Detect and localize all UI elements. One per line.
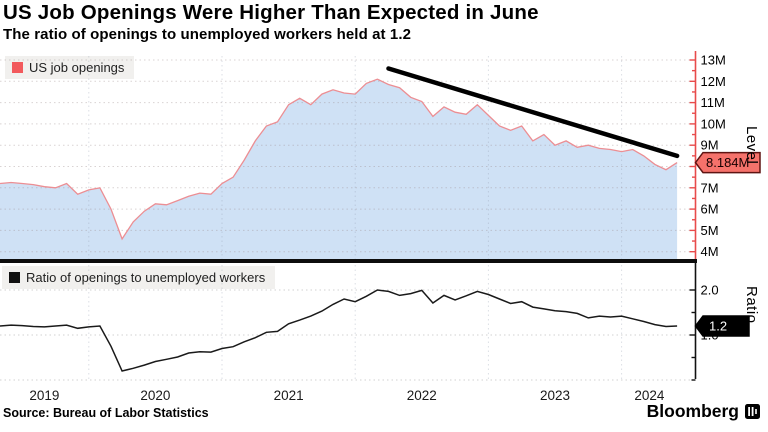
- level-tick-label: 5M: [701, 223, 719, 238]
- x-tick-label-2021: 2021: [267, 388, 311, 403]
- ratio-tick-label: 2.0: [701, 283, 719, 298]
- ratio-axis-title: Ratio: [743, 286, 760, 324]
- x-tick-label-2022: 2022: [400, 388, 444, 403]
- page-subtitle: The ratio of openings to unemployed work…: [3, 26, 411, 43]
- source-note: Source: Bureau of Labor Statistics: [3, 406, 209, 420]
- bloomberg-chart-card: US Job Openings Were Higher Than Expecte…: [0, 0, 768, 432]
- level-tick-label: 11M: [701, 95, 725, 110]
- x-tick-label-2019: 2019: [22, 388, 66, 403]
- level-tick-label: 4M: [701, 244, 719, 259]
- ratio-line-chart: 2.01.01.2: [0, 263, 768, 385]
- level-tick-label: 7M: [701, 180, 719, 195]
- level-tick-label: 13M: [701, 53, 726, 68]
- level-tick-label: 12M: [701, 74, 726, 89]
- x-tick-label-2023: 2023: [533, 388, 577, 403]
- page-title: US Job Openings Were Higher Than Expecte…: [3, 1, 539, 25]
- level-tick-label: 9M: [701, 138, 719, 153]
- level-tick-label: 6M: [701, 202, 719, 217]
- level-tick-label: 10M: [701, 116, 726, 131]
- last-value-badge-label: 1.2: [709, 319, 727, 334]
- x-tick-label-2020: 2020: [133, 388, 177, 403]
- bloomberg-wordmark: Bloomberg: [647, 401, 739, 422]
- bloomberg-mark-icon: [745, 404, 760, 419]
- ratio-line: [0, 290, 677, 371]
- area-fill: [0, 79, 677, 260]
- job-openings-area-chart: 13M12M11M10M9M7M6M5M4M8.184M: [0, 47, 768, 260]
- level-axis-title: Level: [743, 126, 760, 164]
- bloomberg-logo: Bloomberg: [647, 401, 760, 422]
